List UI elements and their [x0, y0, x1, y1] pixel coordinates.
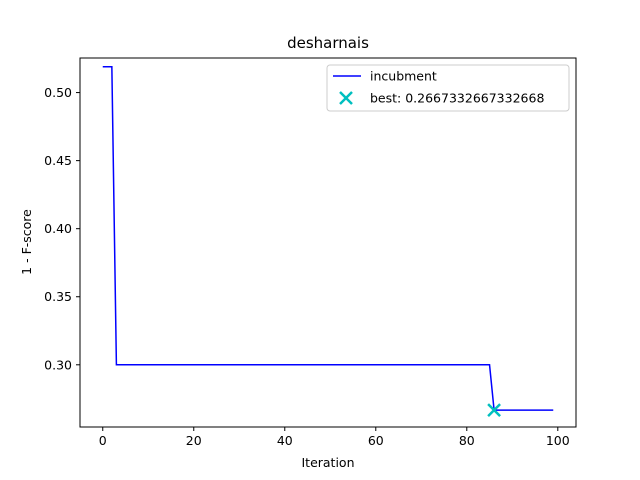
x-tick-label: 0: [99, 433, 107, 448]
series-line-0: [102, 65, 554, 411]
legend-marker-swatch: [339, 91, 353, 105]
y-tick-label: 0.50: [44, 85, 72, 100]
x-tick-label: 20: [186, 433, 202, 448]
marker-layer: [487, 403, 501, 417]
x-tick-label: 40: [277, 433, 293, 448]
y-axis-label: 1 - F-score: [19, 209, 34, 275]
plot-area: [79, 57, 577, 428]
y-tick-label: 0.45: [44, 153, 72, 168]
legend-box: [326, 64, 570, 112]
y-tick-label: 0.40: [44, 221, 72, 236]
plot-background: [80, 58, 576, 427]
x-tick-label: 80: [459, 433, 475, 448]
plot-frame: [79, 57, 577, 428]
legend-label-best: best: 0.2667332667332668: [370, 91, 544, 106]
x-tick-label: 100: [546, 433, 570, 448]
legend: incubment best: 0.2667332667332668: [326, 64, 570, 112]
series-layer: [102, 65, 554, 411]
x-axis-label: Iteration: [301, 455, 354, 470]
y-axis: 0.30 0.35 0.40 0.45 0.50: [44, 85, 80, 372]
y-tick-label: 0.35: [44, 289, 72, 304]
x-tick-label: 60: [368, 433, 384, 448]
x-axis: 0 20 40 60 80 100: [99, 427, 570, 448]
best-marker: [487, 403, 501, 417]
chart-title: desharnais: [287, 34, 369, 52]
y-tick-label: 0.30: [44, 357, 72, 372]
legend-label-incumbent: incubment: [370, 69, 437, 84]
